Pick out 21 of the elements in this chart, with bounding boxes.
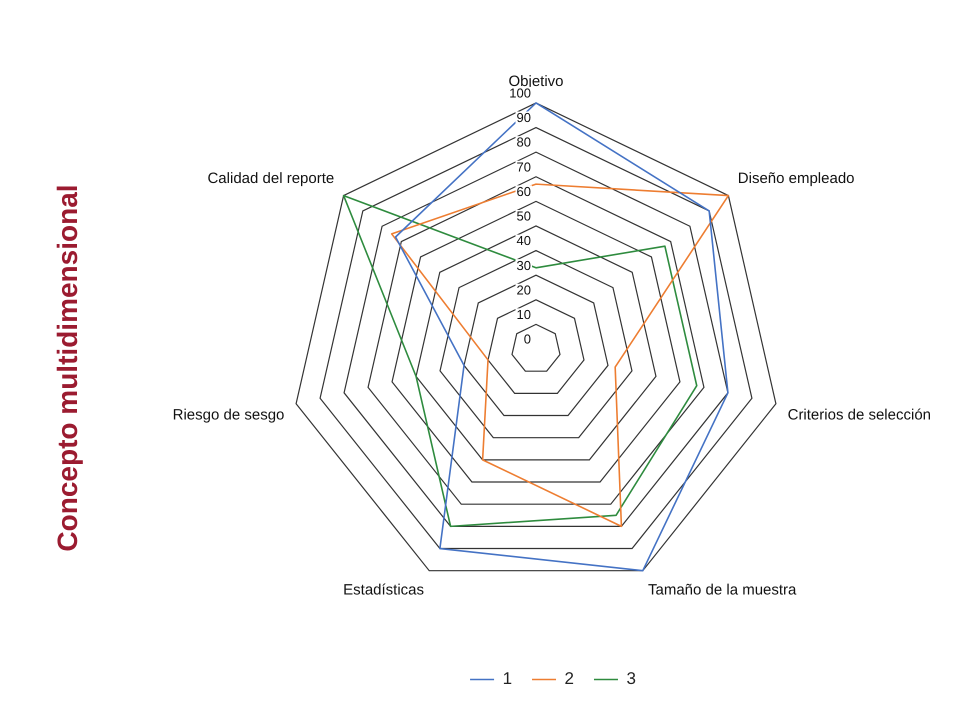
- spoke-label: Calidad del reporte: [207, 170, 334, 188]
- legend-label: 3: [626, 669, 636, 688]
- spoke-label: Riesgo de sesgo: [172, 406, 284, 424]
- y-tick-label: 80: [516, 134, 531, 150]
- text: Concepto multidimensional: [52, 184, 84, 552]
- y-tick-label: 0: [524, 332, 531, 347]
- spoke-label: Tamaño de la muestra: [648, 582, 798, 599]
- y-tick-label: 20: [516, 282, 531, 298]
- legend-label: 2: [564, 669, 574, 688]
- y-tick-label: 10: [516, 306, 531, 322]
- spoke-label: Criterios de selección: [788, 406, 932, 424]
- spoke-label: Diseño empleado: [738, 170, 855, 188]
- y-tick-label: 40: [516, 233, 531, 248]
- legend-label: 1: [502, 669, 512, 688]
- y-tick-label: 30: [516, 258, 531, 273]
- y-tick-label: 50: [516, 208, 531, 224]
- y-tick-label: 90: [516, 110, 531, 126]
- y-tick-label: 60: [516, 184, 531, 199]
- spoke-label: Estadísticas: [343, 582, 424, 599]
- y-tick-label: 100: [509, 86, 531, 100]
- y-tick-label: 70: [516, 159, 531, 174]
